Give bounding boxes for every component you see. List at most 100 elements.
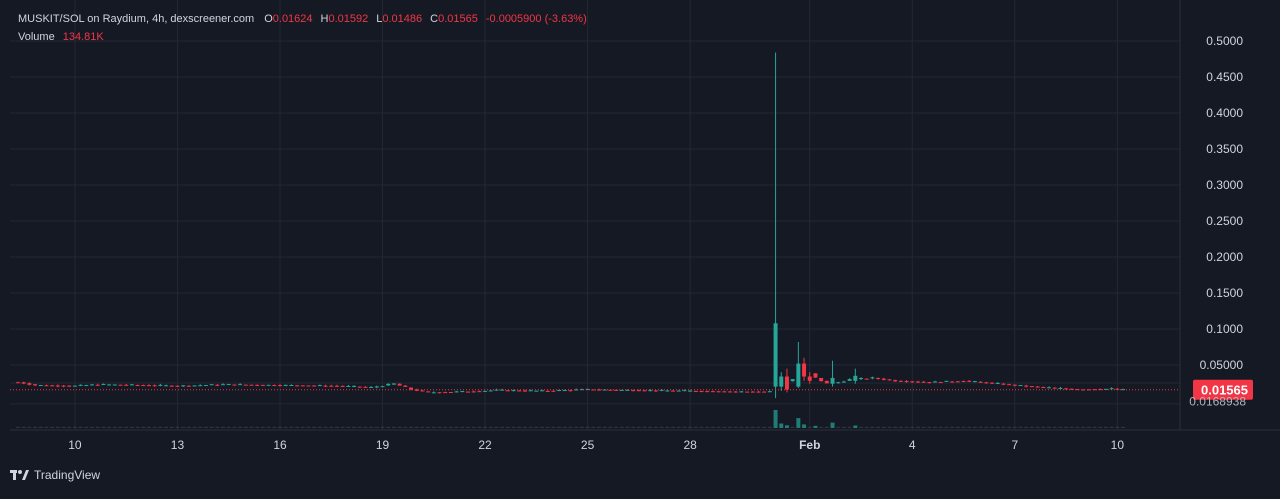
candle-body bbox=[1007, 384, 1012, 386]
volume-bar bbox=[836, 426, 841, 428]
candle-body bbox=[1109, 388, 1114, 390]
candle-body bbox=[1041, 386, 1046, 388]
volume-bar bbox=[876, 426, 881, 428]
candle-body bbox=[44, 385, 49, 387]
candle-body bbox=[693, 390, 698, 392]
candle-body bbox=[186, 385, 191, 387]
candle-body bbox=[471, 391, 476, 393]
candle-body bbox=[55, 385, 60, 387]
volume-bar bbox=[739, 426, 744, 428]
candle-body bbox=[1058, 387, 1063, 389]
candle-body bbox=[574, 389, 579, 391]
volume-bar bbox=[1069, 426, 1074, 428]
candle-body bbox=[522, 390, 527, 392]
candle-body bbox=[249, 384, 254, 386]
candle-body bbox=[876, 377, 881, 379]
candle-body bbox=[933, 381, 938, 383]
candle-body bbox=[756, 391, 761, 393]
volume-bar bbox=[1018, 426, 1023, 428]
volume-bar bbox=[15, 426, 20, 428]
volume-bar bbox=[847, 426, 852, 428]
volume-bar bbox=[631, 426, 636, 428]
volume-bar bbox=[329, 426, 334, 428]
volume-bar bbox=[272, 426, 277, 428]
volume-bar bbox=[887, 426, 892, 428]
volume-bar bbox=[551, 426, 556, 428]
secondary-price-label: 0.0168938 bbox=[1189, 395, 1246, 409]
volume-bar bbox=[745, 426, 750, 428]
candle-body bbox=[443, 392, 448, 394]
y-tick-label: 0.05000 bbox=[1200, 358, 1244, 372]
candle-body bbox=[579, 389, 584, 391]
volume-bar bbox=[665, 426, 670, 428]
volume-bar bbox=[591, 426, 596, 428]
candle-body bbox=[329, 385, 334, 387]
volume-bar bbox=[67, 426, 72, 428]
candle-body bbox=[893, 380, 898, 382]
candle-body bbox=[283, 384, 288, 386]
candle-body bbox=[938, 382, 943, 384]
volume-bar bbox=[363, 426, 368, 428]
candle-body bbox=[414, 389, 419, 391]
tradingview-logo-icon bbox=[10, 470, 29, 480]
candle-body bbox=[904, 381, 909, 383]
volume-bar bbox=[374, 426, 379, 428]
candle-body bbox=[767, 391, 772, 393]
volume-bar bbox=[767, 426, 772, 428]
volume-bar bbox=[1001, 426, 1006, 428]
open-value: 0.01624 bbox=[272, 13, 313, 25]
volume-bar bbox=[55, 426, 60, 428]
volume-bar bbox=[1024, 426, 1029, 428]
candle-body bbox=[317, 385, 322, 387]
volume-bar bbox=[1103, 426, 1108, 428]
candle-body bbox=[232, 384, 237, 386]
candle-body bbox=[807, 376, 812, 381]
volume-bar bbox=[283, 426, 288, 428]
candle-body bbox=[460, 391, 465, 393]
candle-body bbox=[699, 391, 704, 393]
candle-body bbox=[853, 375, 858, 381]
candle-body bbox=[659, 389, 664, 391]
volume-bar bbox=[1007, 426, 1012, 428]
volume-bar bbox=[927, 426, 932, 428]
candle-body bbox=[534, 390, 539, 392]
volume-bar bbox=[716, 426, 721, 428]
candle-body bbox=[562, 390, 567, 392]
change-value: -0.0005900 (-3.63%) bbox=[485, 13, 587, 25]
x-tick-label: 10 bbox=[68, 438, 82, 452]
candle-body bbox=[90, 384, 95, 386]
volume-bar bbox=[209, 426, 214, 428]
volume-bar bbox=[830, 422, 835, 428]
candle-body bbox=[1012, 384, 1017, 386]
candles-layer bbox=[15, 52, 1126, 399]
candle-body bbox=[836, 382, 841, 384]
volume-bar bbox=[642, 426, 647, 428]
candle-body bbox=[164, 385, 169, 387]
volume-bar bbox=[938, 426, 943, 428]
volume-bar bbox=[340, 426, 345, 428]
candle-body bbox=[78, 384, 83, 386]
volume-bar bbox=[33, 426, 38, 428]
candle-body bbox=[540, 390, 545, 392]
volume-bar bbox=[477, 426, 482, 428]
candle-body bbox=[386, 383, 391, 386]
candle-body bbox=[295, 385, 300, 387]
axis-layer: 0.5000 0.4500 0.4000 0.3500 0.3000 0.2500 0.20… bbox=[10, 0, 1280, 452]
candle-body bbox=[870, 377, 875, 379]
volume-bar bbox=[750, 426, 755, 428]
volume-bar bbox=[915, 426, 920, 428]
volume-bar bbox=[391, 426, 396, 428]
volume-bar bbox=[38, 426, 43, 428]
candle-body bbox=[688, 390, 693, 392]
tradingview-attribution[interactable]: TradingView bbox=[10, 468, 100, 482]
volume-bar bbox=[1081, 426, 1086, 428]
volume-bar bbox=[181, 426, 186, 428]
volume-bar bbox=[967, 426, 972, 428]
candle-body bbox=[784, 376, 789, 390]
candle-body bbox=[978, 381, 983, 383]
candle-body bbox=[369, 386, 374, 388]
candle-body bbox=[203, 385, 208, 387]
volume-bar bbox=[574, 426, 579, 428]
candle-body bbox=[158, 384, 163, 386]
